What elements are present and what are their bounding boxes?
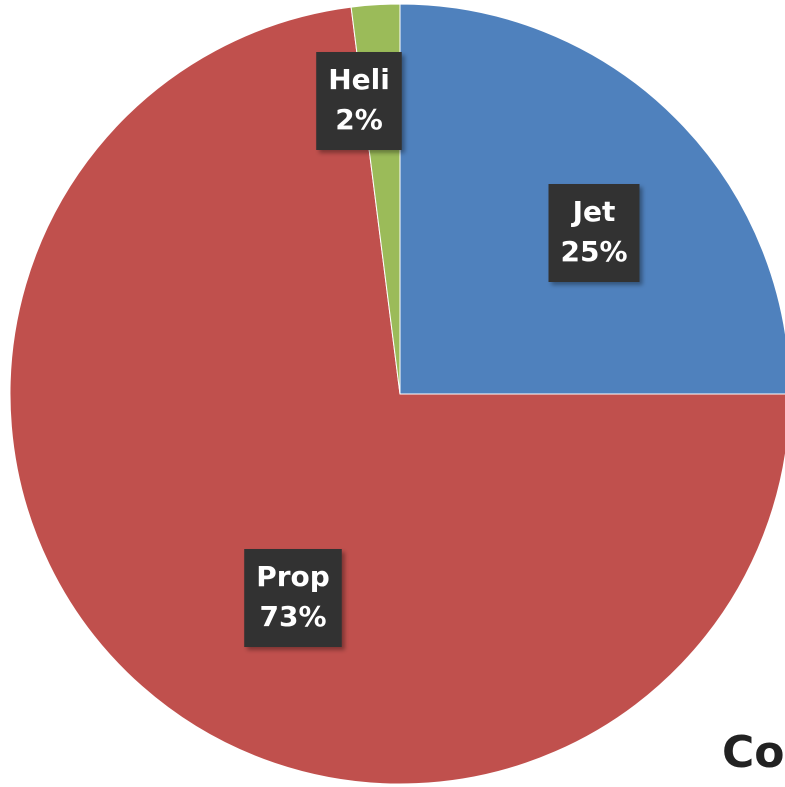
data-label-name-heli: Heli: [328, 63, 390, 96]
pie-slice-prop: [9, 6, 785, 785]
truncated-caption-text: Co: [722, 727, 785, 778]
data-label-value-prop: 73%: [259, 600, 326, 633]
data-label-value-heli: 2%: [335, 103, 383, 136]
data-label-name-jet: Jet: [571, 195, 616, 228]
data-label-value-jet: 25%: [560, 235, 627, 268]
data-label-jet: Jet 25%: [548, 184, 640, 282]
data-label-name-prop: Prop: [256, 560, 330, 593]
data-label-heli: Heli 2%: [316, 52, 402, 150]
data-label-prop: Prop 73%: [244, 549, 342, 647]
